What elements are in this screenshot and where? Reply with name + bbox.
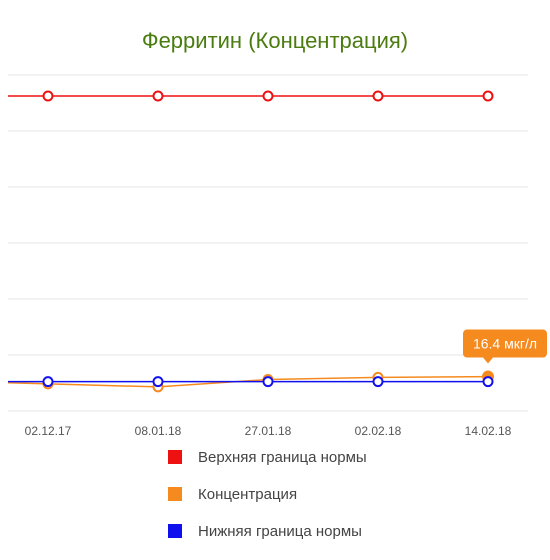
data-point-upper: [262, 90, 274, 102]
callout-box: [463, 329, 547, 358]
legend-item-concentration[interactable]: Концентрация: [168, 484, 297, 504]
callout-pointer: [483, 357, 493, 364]
gridlines: [8, 74, 528, 412]
data-point-lower: [372, 376, 384, 388]
data-point-lower: [42, 376, 54, 388]
legend-swatch-upper: [168, 450, 182, 464]
data-point-upper: [42, 90, 54, 102]
x-axis-ticks: 02.12.17 08.01.18 27.01.18 02.02.18 14.02.18: [25, 424, 512, 438]
data-point-lower: [152, 376, 164, 388]
x-tick-label: 08.01.18: [135, 424, 182, 438]
legend-label-upper: Верхняя граница нормы: [198, 448, 367, 466]
legend-label-lower: Нижняя граница нормы: [198, 522, 362, 540]
legend-item-lower[interactable]: Нижняя граница нормы: [168, 521, 362, 541]
value-callout: 16.4 мкг/л: [463, 329, 547, 364]
series-lines: [7, 90, 494, 393]
legend-item-upper[interactable]: Верхняя граница нормы: [168, 447, 367, 467]
data-point-upper: [372, 90, 384, 102]
data-point-lower: [262, 376, 274, 388]
x-tick-label: 27.01.18: [245, 424, 292, 438]
callout-label: 16.4 мкг/л: [473, 336, 537, 352]
series-line-concentration: [7, 375, 489, 388]
data-point-upper: [152, 90, 164, 102]
line-chart: 02.12.17 08.01.18 27.01.18 02.02.18 14.02.18…: [7, 74, 547, 438]
data-point-lower: [482, 376, 494, 388]
x-tick-label: 14.02.18: [465, 424, 512, 438]
data-point-upper: [482, 90, 494, 102]
x-tick-label: 02.12.17: [25, 424, 72, 438]
legend-label-concentration: Концентрация: [198, 485, 298, 503]
legend-swatch-concentration: [168, 487, 182, 501]
legend-swatch-lower: [168, 524, 182, 538]
chart-title: Ферритин (Концентрация): [141, 28, 409, 53]
x-tick-label: 02.02.18: [355, 424, 402, 438]
